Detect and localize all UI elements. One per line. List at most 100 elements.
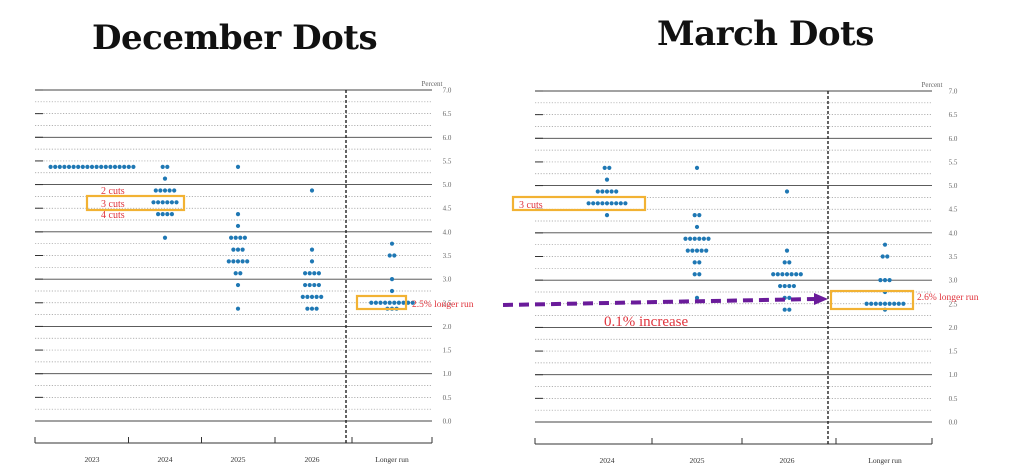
march-dot	[864, 301, 869, 306]
december-dot	[316, 271, 321, 276]
march-dot	[787, 260, 792, 265]
december-dot	[233, 271, 238, 276]
december-dot	[235, 306, 241, 311]
march-dot	[586, 201, 591, 206]
december-dot	[48, 164, 53, 169]
december-dot	[235, 247, 241, 252]
december-dot	[172, 188, 177, 193]
december-dot	[242, 235, 247, 240]
march-dot	[896, 301, 901, 306]
march-dot	[878, 301, 883, 306]
march-dot	[901, 301, 906, 306]
december-dot	[309, 247, 315, 252]
december-dot	[165, 164, 170, 169]
december-dot	[389, 288, 395, 294]
march-dot	[690, 248, 695, 253]
march-dot	[780, 272, 785, 277]
december-dot	[303, 282, 308, 288]
march-dot	[798, 272, 803, 277]
march-dot	[614, 189, 619, 194]
december-dot	[314, 294, 319, 299]
december-dot	[305, 306, 310, 311]
december-x-tick-label: 2026	[305, 455, 320, 464]
december-dot	[240, 247, 245, 252]
march-dot	[892, 301, 897, 306]
december-dot	[233, 235, 238, 240]
march-y-tick-label: 7.0	[949, 88, 958, 96]
december-dot	[410, 300, 415, 305]
december-y-tick-label: 3.5	[443, 252, 452, 260]
december-y-tick-label: 1.5	[443, 347, 452, 355]
december-dot	[122, 164, 127, 169]
december-dot	[383, 300, 388, 305]
march-dot	[697, 236, 702, 241]
december-chart: 0.0 0.5 1.0 1.5 2.0 2.5 3.0 3.5 4.0 4.5 5.0 5.5 6.0 6…	[34, 80, 452, 464]
december-2-cuts-label: 2 cuts	[101, 186, 125, 197]
december-dot	[369, 300, 374, 305]
march-dot	[699, 248, 704, 253]
march-dot	[701, 236, 707, 241]
december-dot	[160, 200, 165, 205]
march-3-cuts-label: 3 cuts	[519, 200, 543, 211]
march-dot	[885, 254, 890, 259]
december-dot	[62, 164, 67, 169]
march-dot	[692, 272, 697, 277]
increase-arrow-label: 0.1% increase	[604, 314, 688, 330]
december-dot	[226, 259, 231, 264]
december-dot	[89, 164, 95, 169]
december-dot	[80, 164, 85, 169]
december-x-tick-label: Longer run	[375, 455, 409, 464]
december-dot	[108, 164, 113, 169]
december-dot	[387, 300, 392, 305]
december-dot	[309, 306, 315, 311]
march-dot	[623, 201, 628, 206]
december-dot	[312, 282, 317, 288]
december-dot	[160, 212, 165, 217]
december-dot	[165, 212, 170, 217]
march-x-tick-label: 2024	[600, 456, 615, 465]
december-dot	[231, 259, 236, 264]
march-x-tick-label: Longer run	[868, 456, 902, 465]
december-dot	[389, 277, 395, 282]
march-dot	[794, 272, 799, 277]
march-3-cuts-box	[511, 195, 647, 212]
december-longer-run-label: 2.5% longer run	[412, 300, 474, 310]
december-dot	[174, 200, 179, 205]
march-dot	[787, 295, 792, 300]
december-dot	[151, 200, 156, 205]
march-dot	[878, 278, 883, 283]
december-dot	[66, 164, 72, 169]
march-dot	[882, 301, 888, 306]
december-dot	[316, 282, 321, 288]
december-dot	[312, 271, 317, 276]
december-dot	[309, 259, 315, 264]
december-dot	[112, 164, 118, 169]
march-dot	[784, 189, 790, 194]
december-dot	[71, 164, 76, 169]
march-dot	[882, 278, 888, 283]
december-dot	[156, 212, 161, 217]
december-dot	[235, 212, 241, 217]
march-dot	[604, 201, 610, 206]
march-dot	[595, 201, 600, 206]
march-dot	[887, 301, 892, 306]
december-y-tick-label: 2.0	[443, 323, 452, 331]
december-dot	[103, 164, 108, 169]
december-y-tick-label: 4.5	[443, 205, 452, 213]
december-dot	[235, 164, 241, 169]
december-dot	[387, 253, 392, 258]
december-x-tick-label: 2025	[231, 455, 246, 464]
march-dot	[880, 254, 885, 259]
march-dot	[882, 242, 888, 247]
march-dot	[602, 165, 607, 170]
december-dot	[238, 235, 243, 240]
december-3-cuts-box	[85, 194, 186, 212]
december-dot	[305, 294, 310, 299]
march-y-tick-label: 4.5	[949, 206, 958, 214]
march-dot	[694, 224, 700, 230]
december-dot	[167, 188, 172, 193]
march-x-tick-label: 2026	[780, 456, 795, 465]
december-dot	[392, 300, 397, 305]
december-dot	[153, 188, 158, 193]
